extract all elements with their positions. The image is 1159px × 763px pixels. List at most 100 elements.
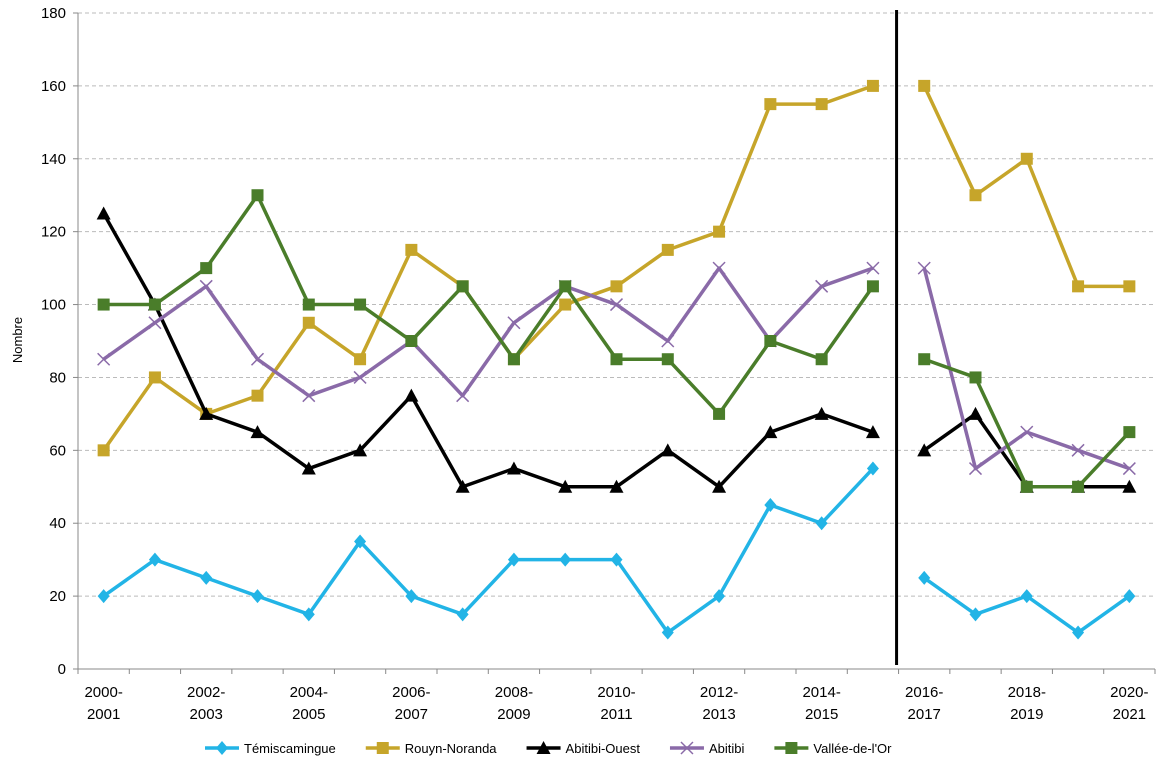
marker <box>302 298 315 311</box>
y-tick-label: 20 <box>49 588 66 605</box>
marker <box>1072 280 1085 293</box>
marker <box>763 425 778 439</box>
marker <box>199 279 213 293</box>
x-tick-label-part: 2008- <box>495 684 533 701</box>
legend-label: Vallée-de-l'Or <box>813 741 892 756</box>
y-tick-label: 80 <box>49 369 66 386</box>
legend-marker <box>376 742 389 754</box>
marker <box>1123 280 1136 293</box>
y-tick-label: 180 <box>41 5 66 22</box>
y-tick-label: 120 <box>41 224 66 241</box>
marker <box>712 479 727 493</box>
marker <box>405 589 418 604</box>
marker <box>969 371 982 384</box>
marker <box>764 498 777 512</box>
marker <box>814 406 829 420</box>
x-tick-label-part: 2018- <box>1008 684 1046 701</box>
x-tick-label-part: 2004- <box>290 684 328 701</box>
y-tick-label: 40 <box>49 515 66 532</box>
marker <box>148 298 161 311</box>
series-line <box>923 357 1131 489</box>
x-tick-label: 2004- 2005 <box>290 684 328 723</box>
marker <box>251 589 264 604</box>
marker <box>1072 625 1085 640</box>
x-tick-label: 2020- 2021 <box>1110 684 1148 723</box>
series-line <box>102 266 874 398</box>
x-tick-label-part: 2007 <box>395 706 428 723</box>
marker <box>968 406 983 420</box>
marker <box>712 261 726 275</box>
y-tick-label: 140 <box>41 151 66 168</box>
x-tick-label: 2014- 2015 <box>802 684 840 723</box>
x-tick-label-part: 2020- <box>1110 684 1148 701</box>
marker <box>609 298 624 312</box>
marker <box>559 552 572 567</box>
marker <box>610 552 623 567</box>
x-tick-label-part: 2015 <box>805 706 838 723</box>
marker <box>917 261 931 275</box>
marker <box>97 298 110 311</box>
marker <box>1122 462 1136 476</box>
marker <box>404 388 419 402</box>
x-tick-label-part: 2021 <box>1113 706 1146 723</box>
marker <box>506 461 521 475</box>
marker <box>456 280 469 293</box>
marker <box>507 552 520 567</box>
x-tick-label-part: 2013 <box>702 706 735 723</box>
marker <box>148 316 162 330</box>
marker <box>1123 426 1136 439</box>
marker <box>917 443 932 457</box>
x-tick-label: 2008- 2009 <box>495 684 533 723</box>
marker <box>610 353 623 366</box>
marker <box>302 607 315 622</box>
legend-label: Témiscamingue <box>244 741 336 756</box>
marker <box>302 389 316 403</box>
marker <box>764 335 777 347</box>
x-tick-label-part: 2010- <box>597 684 635 701</box>
marker <box>405 335 418 347</box>
marker <box>456 607 469 622</box>
series-line <box>922 85 1130 289</box>
marker <box>148 552 161 567</box>
legend-label: Abitibi-Ouest <box>566 741 641 756</box>
x-tick-label: 2000- 2001 <box>84 684 122 723</box>
marker <box>96 206 111 220</box>
marker <box>250 352 265 366</box>
marker <box>661 243 674 256</box>
x-tick-label-part: 2005 <box>292 706 325 723</box>
marker <box>148 371 161 384</box>
marker <box>302 316 315 329</box>
x-tick-label-part: 2009 <box>497 706 530 723</box>
marker <box>1123 589 1136 604</box>
marker <box>405 243 418 256</box>
marker <box>353 443 368 457</box>
marker <box>969 189 982 202</box>
marker <box>507 316 521 330</box>
x-tick-label-part: 2012- <box>700 684 738 701</box>
marker <box>865 425 880 439</box>
series-line <box>923 576 1131 635</box>
marker <box>661 353 674 366</box>
x-tick-label-part: 2011 <box>600 706 632 723</box>
marker <box>1020 480 1033 493</box>
x-tick-label-part: 2006- <box>392 684 430 701</box>
x-tick-label: 2012- 2013 <box>700 684 738 723</box>
legend-marker <box>785 742 798 754</box>
marker <box>1020 425 1034 439</box>
legend-label: Rouyn-Noranda <box>405 741 498 756</box>
marker <box>713 407 726 420</box>
marker <box>200 262 213 275</box>
marker <box>456 389 470 403</box>
marker <box>609 479 624 493</box>
marker <box>559 298 572 311</box>
x-tick-label-part: 2001 <box>87 706 120 723</box>
marker <box>660 443 675 457</box>
y-axis-label: Nombre <box>10 317 25 363</box>
y-tick-label: 0 <box>58 661 66 678</box>
series-line <box>102 84 874 452</box>
marker <box>199 406 214 420</box>
x-tick-label-part: 2019 <box>1010 706 1043 723</box>
x-tick-label-part: 2000- <box>84 684 122 701</box>
y-tick-label: 160 <box>41 78 66 95</box>
